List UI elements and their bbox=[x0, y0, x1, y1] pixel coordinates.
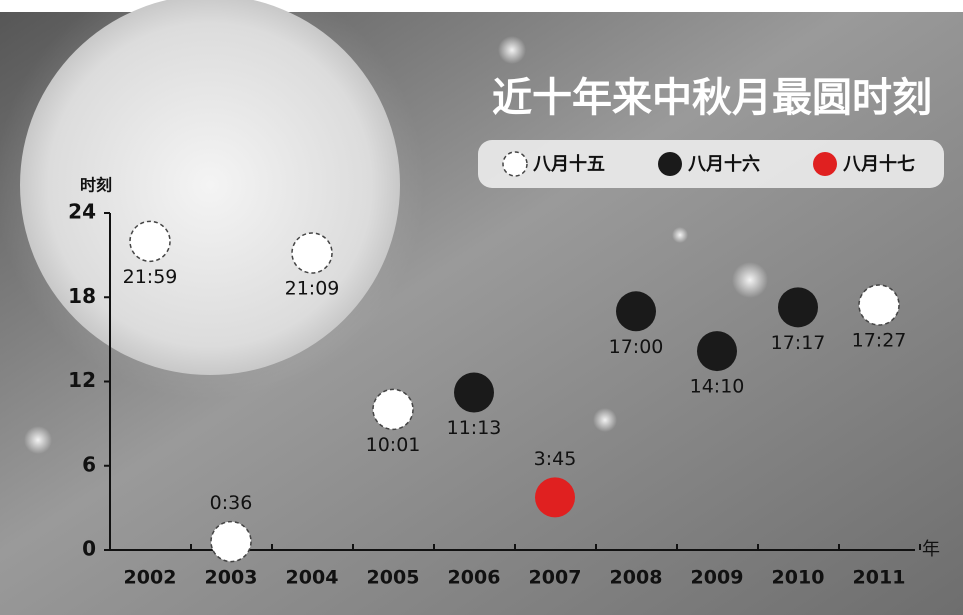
x-tick-label: 2005 bbox=[367, 567, 420, 589]
y-tick-label: 18 bbox=[68, 284, 96, 308]
y-tick-label: 6 bbox=[82, 452, 96, 476]
data-label: 21:09 bbox=[285, 278, 340, 300]
point bbox=[535, 477, 575, 518]
x-tick-label: 2007 bbox=[529, 567, 582, 589]
data-label: 11:13 bbox=[447, 417, 502, 439]
legend-marker bbox=[502, 151, 528, 177]
data-label: 21:59 bbox=[123, 266, 178, 288]
data-label: 17:17 bbox=[771, 332, 826, 354]
x-tick-label: 2010 bbox=[772, 567, 825, 589]
x-axis-label: 年 bbox=[922, 539, 940, 560]
point bbox=[778, 287, 818, 328]
x-tick-label: 2011 bbox=[853, 567, 906, 589]
y-axis-label: 时刻 bbox=[80, 176, 112, 195]
x-tick-label: 2008 bbox=[610, 567, 663, 589]
point bbox=[454, 372, 494, 413]
legend-box bbox=[478, 140, 944, 188]
star bbox=[672, 227, 688, 243]
y-tick-label: 24 bbox=[68, 200, 96, 224]
data-label: 3:45 bbox=[534, 448, 577, 470]
x-tick-label: 2006 bbox=[448, 567, 501, 589]
point bbox=[697, 331, 737, 372]
data-label: 10:01 bbox=[366, 434, 421, 456]
moon bbox=[20, 0, 400, 375]
point bbox=[372, 388, 414, 431]
legend-marker bbox=[658, 152, 682, 176]
y-tick-label: 0 bbox=[82, 537, 96, 561]
star bbox=[24, 426, 52, 454]
x-tick-label: 2002 bbox=[124, 567, 177, 589]
legend-label: 八月十六 bbox=[688, 153, 760, 175]
data-label: 14:10 bbox=[690, 376, 745, 398]
point bbox=[210, 520, 252, 563]
point bbox=[291, 232, 333, 274]
point bbox=[616, 291, 656, 332]
legend-label: 八月十五 bbox=[533, 153, 605, 175]
x-tick-label: 2003 bbox=[205, 567, 258, 589]
x-tick-label: 2009 bbox=[691, 567, 744, 589]
point bbox=[129, 220, 171, 263]
chart-title: 近十年来中秋月最圆时刻 bbox=[492, 75, 932, 121]
y-tick-label: 12 bbox=[68, 368, 96, 392]
data-label: 17:27 bbox=[852, 329, 907, 351]
data-label: 17:00 bbox=[609, 336, 664, 358]
data-label: 0:36 bbox=[210, 492, 253, 514]
star bbox=[732, 262, 768, 298]
legend-label: 八月十七 bbox=[843, 153, 915, 175]
star bbox=[593, 408, 617, 432]
x-tick-label: 2004 bbox=[286, 567, 339, 589]
star bbox=[498, 36, 526, 64]
point bbox=[858, 284, 900, 326]
legend-marker bbox=[813, 152, 837, 176]
